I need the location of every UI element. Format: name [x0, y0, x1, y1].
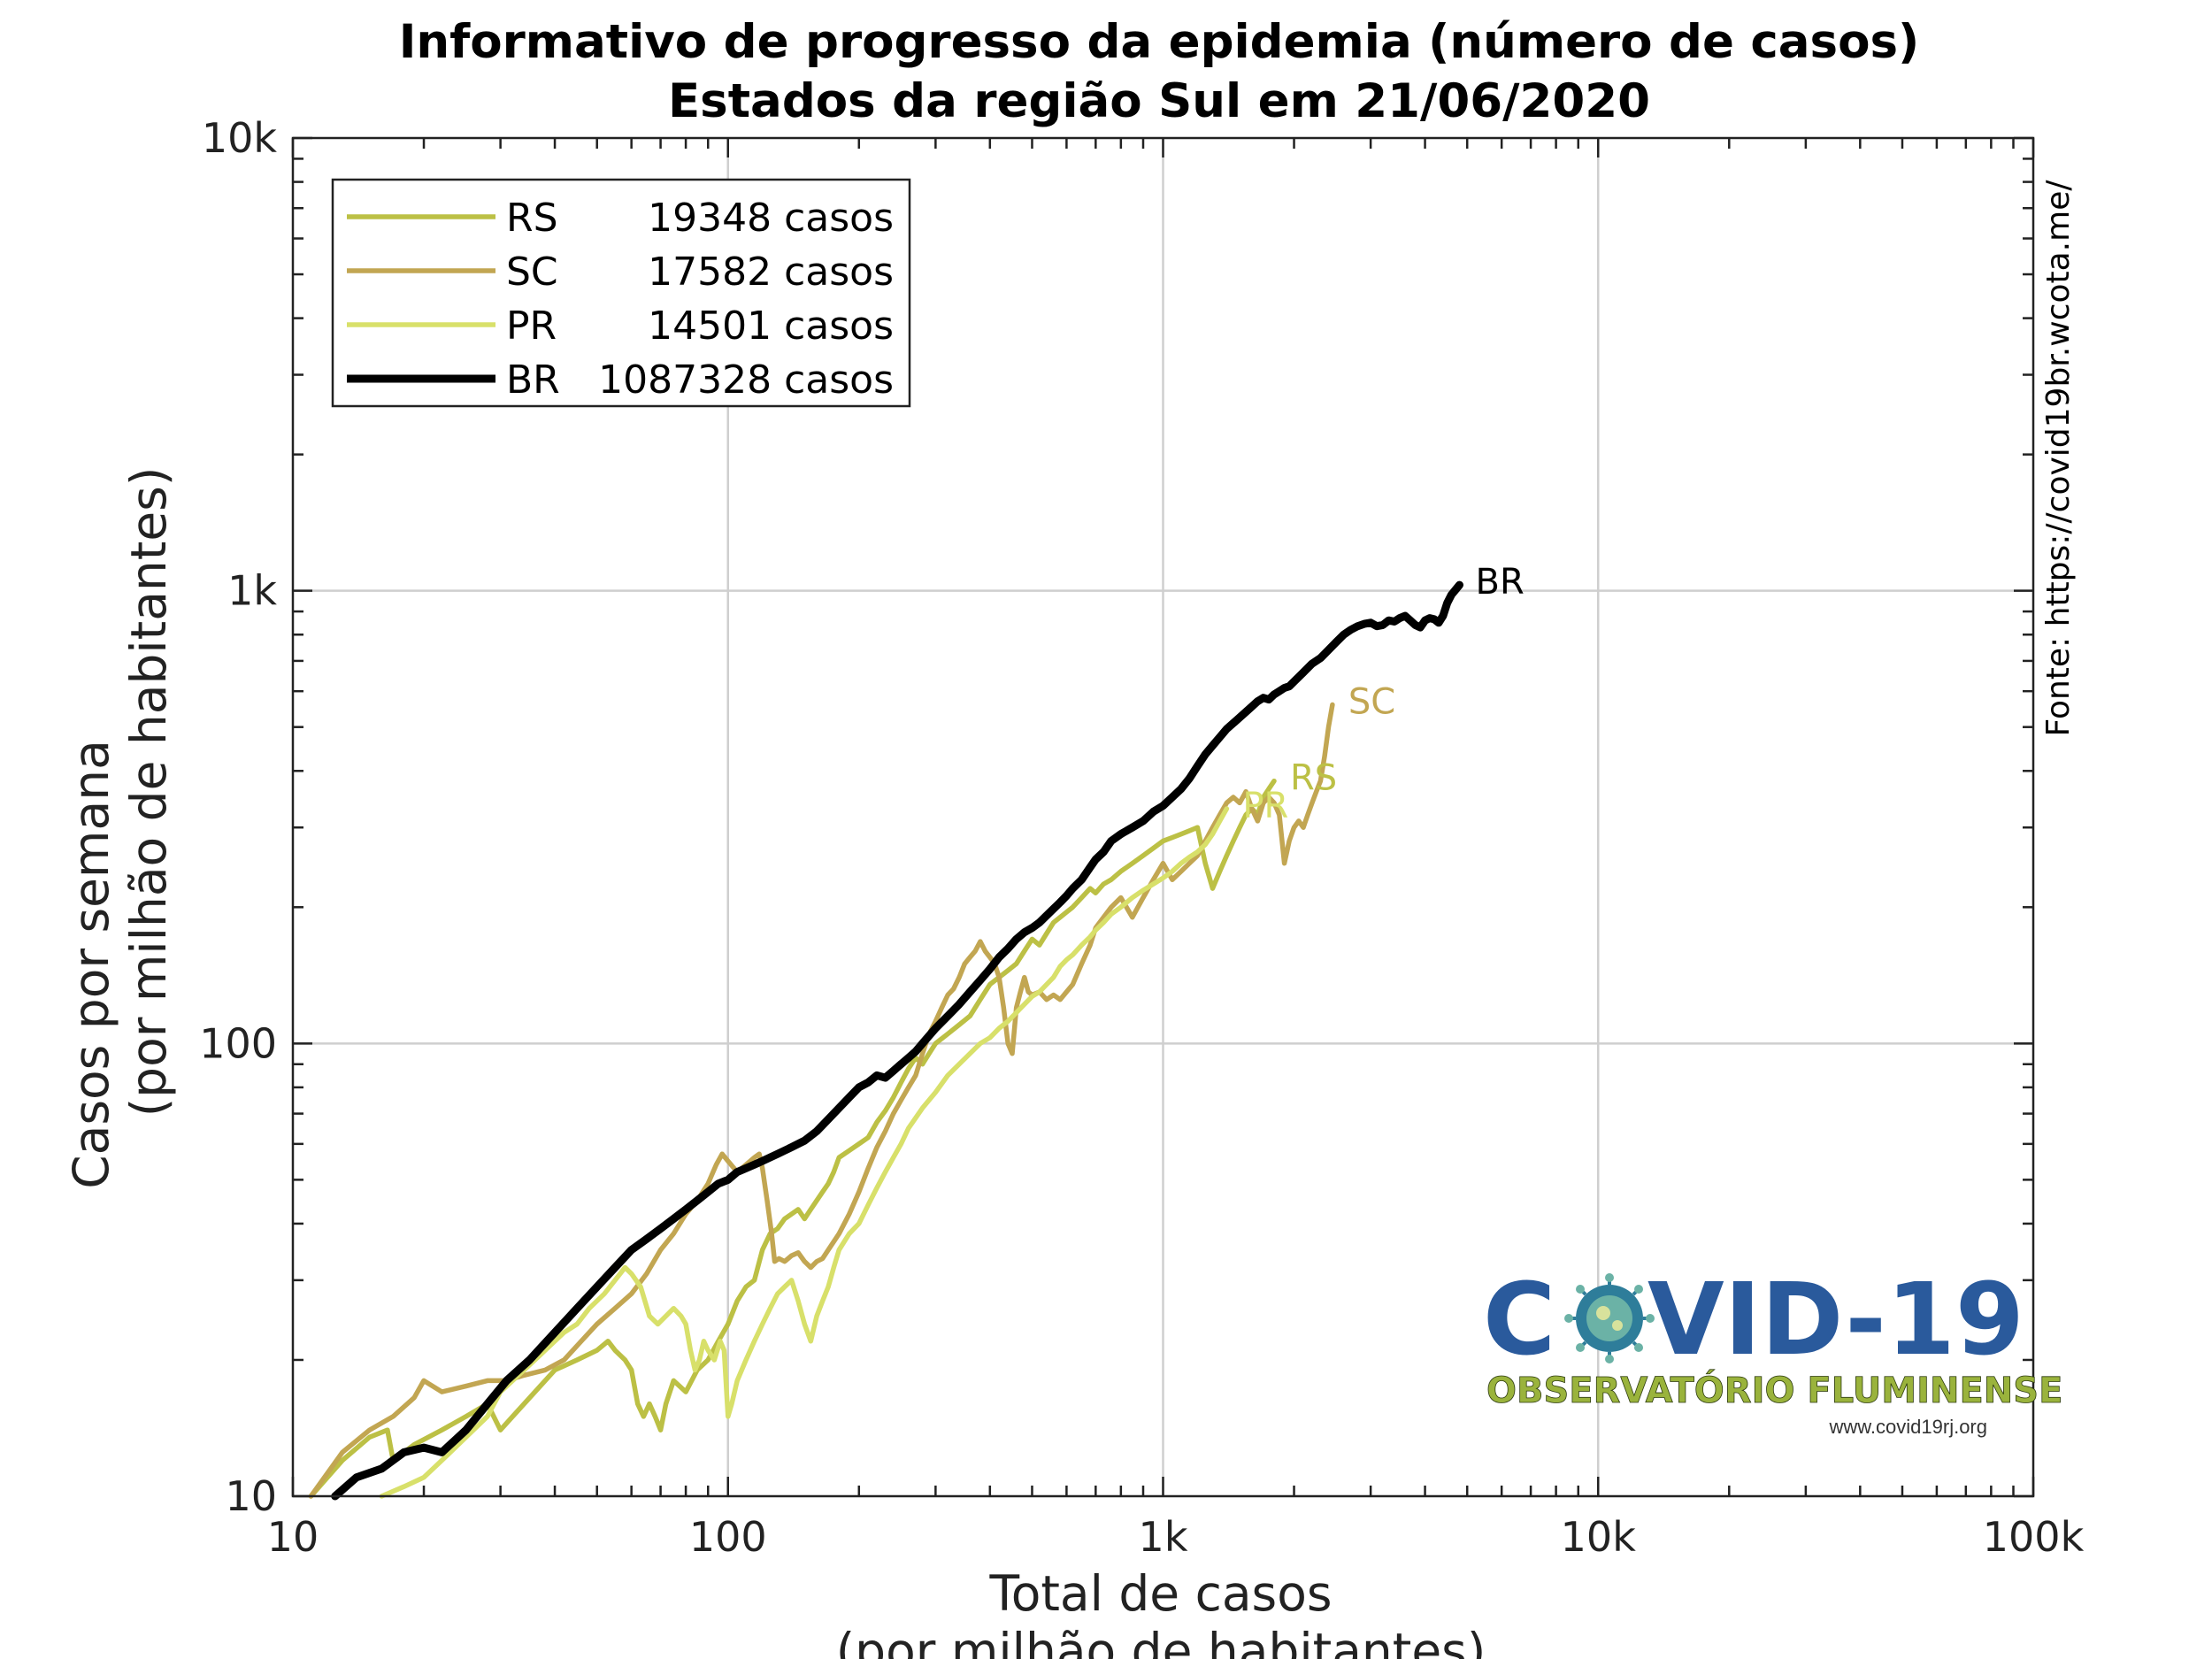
series-end-label-rs: RS [1290, 758, 1337, 799]
legend-box [331, 178, 911, 408]
x-axis-label: Total de casos [988, 1565, 1332, 1622]
y-tick-label: 10k [202, 114, 278, 162]
chart-title: Informativo de progresso da epidemia (nú… [399, 15, 1920, 69]
legend-series-name: BR [506, 357, 560, 403]
covid19-logo: C [1483, 1263, 2063, 1438]
series-end-label-br: BR [1476, 562, 1525, 603]
x-tick-label: 10 [267, 1513, 319, 1561]
logo-main-suffix: VID-19 [1647, 1263, 2024, 1378]
legend-series-name: SC [506, 250, 558, 295]
legend-series-count: 14501 casos [648, 303, 894, 349]
plot-frame [291, 136, 2035, 1498]
y-axis-label-units: (por milhão de habitantes) [120, 467, 177, 1118]
x-tick-labels: 10 100 1k 10k 100k [267, 1513, 2085, 1561]
legend-series-count: 1087328 casos [598, 357, 894, 403]
logo-url: www.covid19rj.org [1828, 1416, 1987, 1438]
legend-series-name: PR [506, 303, 557, 349]
x-axis-label-units: (por milhão de habitantes) [836, 1623, 1486, 1659]
legend-series-name: RS [506, 196, 558, 241]
legend-series-count: 17582 casos [648, 250, 894, 295]
x-tick-label: 100k [1983, 1513, 2085, 1561]
series-end-label-sc: SC [1348, 682, 1395, 723]
x-tick-label: 1k [1139, 1513, 1188, 1561]
series-end-labels: RS SC PR BR [1242, 562, 1524, 826]
virus-icon [1564, 1273, 1655, 1363]
y-tick-label: 100 [199, 1019, 277, 1067]
y-axis-label: Casos por semana [63, 740, 119, 1189]
y-tick-label: 1k [227, 567, 277, 615]
logo-main-prefix: C [1483, 1263, 1555, 1378]
series-group [308, 580, 1463, 1501]
y-tick-labels: 10 100 1k 10k [199, 114, 277, 1520]
logo-subtitle: OBSERVATÓRIO FLUMINENSE [1486, 1369, 2062, 1411]
chart-subtitle: Estados da região Sul em 21/06/2020 [668, 74, 1650, 128]
legend: RS 19348 casos SC 17582 casos PR 14501 casos B… [331, 178, 911, 408]
y-tick-label: 10 [225, 1472, 277, 1520]
x-tick-label: 100 [689, 1513, 767, 1561]
series-line-pr [379, 806, 1230, 1499]
x-tick-label: 10k [1561, 1513, 1637, 1561]
source-note: Fonte: https://covid19br.wcota.me/ [2040, 180, 2077, 737]
series-line-rs [308, 778, 1277, 1499]
series-line-br [331, 580, 1463, 1501]
series-end-label-pr: PR [1242, 786, 1288, 826]
legend-series-count: 19348 casos [648, 196, 894, 241]
